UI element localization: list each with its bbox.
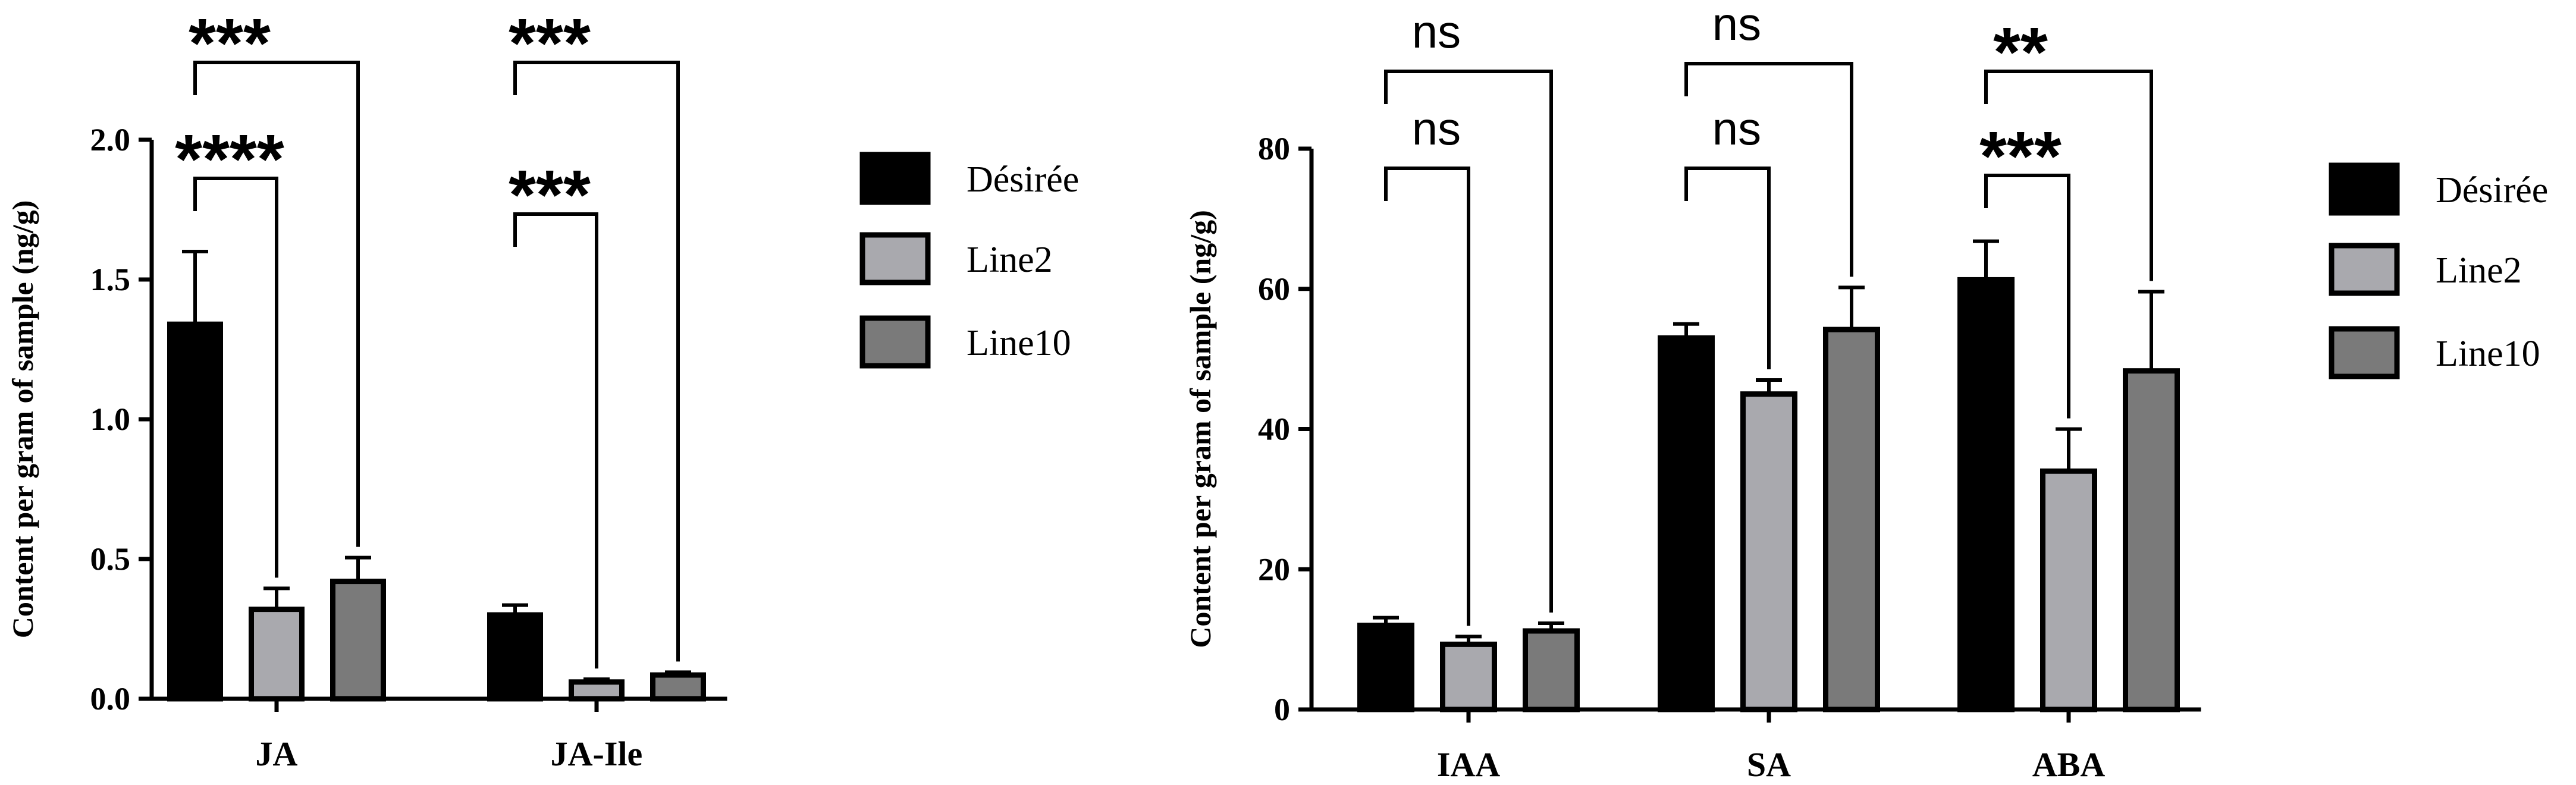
significance-label: ns xyxy=(1412,5,1461,58)
bar-line10-sa xyxy=(1823,326,1880,712)
y-tick-label: 60 xyxy=(1258,271,1290,307)
y-tick-label: 1.5 xyxy=(90,262,131,297)
bar-line2-iaa xyxy=(1440,641,1497,712)
x-category-label: IAA xyxy=(1437,745,1500,784)
bar-line10-ja xyxy=(330,579,386,702)
chart-panel-2: 0 20 40 60 80 Content per gram of sample (ng/… xyxy=(1184,0,2548,784)
y-tick-label: 80 xyxy=(1258,131,1290,167)
significance-label: ns xyxy=(1712,102,1761,155)
bar-dsire-iaa xyxy=(1357,623,1414,712)
significance-bracket xyxy=(193,177,278,578)
y-tick-label: 0.5 xyxy=(90,541,131,577)
legend-label: Désirée xyxy=(967,159,1079,200)
bar-line2-ja xyxy=(249,607,305,702)
significance-bracket xyxy=(1384,70,1553,613)
y-tick-label: 0.0 xyxy=(90,681,131,717)
legend-label: Line10 xyxy=(967,323,1071,363)
bar-line10-ja-ile xyxy=(650,672,706,702)
significance-bracket xyxy=(1684,62,1853,277)
x-category-label: SA xyxy=(1747,745,1791,784)
legend-label: Line2 xyxy=(2436,250,2522,291)
bar-line2-aba xyxy=(2040,468,2097,712)
legend-swatch-line2 xyxy=(859,232,931,285)
y-axis-title: Content per gram of sample (ng/g) xyxy=(1184,210,1217,648)
significance-bracket xyxy=(1384,167,1470,626)
bar-dsire-aba xyxy=(1957,277,2015,712)
bar-dsire-ja xyxy=(167,321,223,702)
significance-label: *** xyxy=(1979,117,2062,196)
bar-dsire-sa xyxy=(1658,335,1715,712)
y-tick-label: 1.0 xyxy=(90,401,131,437)
bar-line10-iaa xyxy=(1523,628,1580,712)
significance-label: ** xyxy=(1993,13,2048,92)
significance-label: *** xyxy=(189,4,271,83)
legend-label: Désirée xyxy=(2436,170,2548,211)
significance-bracket xyxy=(1984,174,2070,419)
legend-label: Line10 xyxy=(2436,334,2540,374)
y-tick-label: 20 xyxy=(1258,551,1290,587)
legend-swatch-dsire xyxy=(2329,162,2400,216)
x-category-label: ABA xyxy=(2032,745,2106,784)
bar-dsire-ja-ile xyxy=(487,612,543,702)
significance-label: *** xyxy=(509,4,591,83)
significance-label: ns xyxy=(1712,0,1761,50)
x-category-label: JA-Ile xyxy=(551,734,643,773)
y-tick-label: 2.0 xyxy=(90,122,131,158)
significance-bracket xyxy=(513,61,680,662)
significance-bracket xyxy=(1984,70,2153,281)
y-axis-title: Content per gram of sample (ng/g) xyxy=(6,200,39,639)
y-tick-label: 0 xyxy=(1274,692,1290,727)
significance-bracket xyxy=(193,61,360,547)
bar-line10-aba xyxy=(2123,368,2180,712)
significance-label: ns xyxy=(1412,102,1461,155)
legend-swatch-line10 xyxy=(859,315,931,369)
chart-panel-1: 0.0 0.5 1.0 1.5 2.0 Content per gram of sampl… xyxy=(6,4,1079,773)
significance-label: *** xyxy=(509,156,591,234)
legend-swatch-line2 xyxy=(2329,243,2400,296)
significance-bracket xyxy=(1684,167,1771,369)
y-tick-label: 40 xyxy=(1258,412,1290,447)
bar-line2-sa xyxy=(1740,391,1797,712)
bar-line2-ja-ile xyxy=(569,679,625,702)
x-category-label: JA xyxy=(256,734,298,773)
legend-label: Line2 xyxy=(967,240,1053,280)
legend-swatch-dsire xyxy=(859,152,931,205)
significance-bracket xyxy=(513,212,598,669)
significance-label: **** xyxy=(175,120,284,199)
legend-swatch-line10 xyxy=(2329,326,2400,379)
